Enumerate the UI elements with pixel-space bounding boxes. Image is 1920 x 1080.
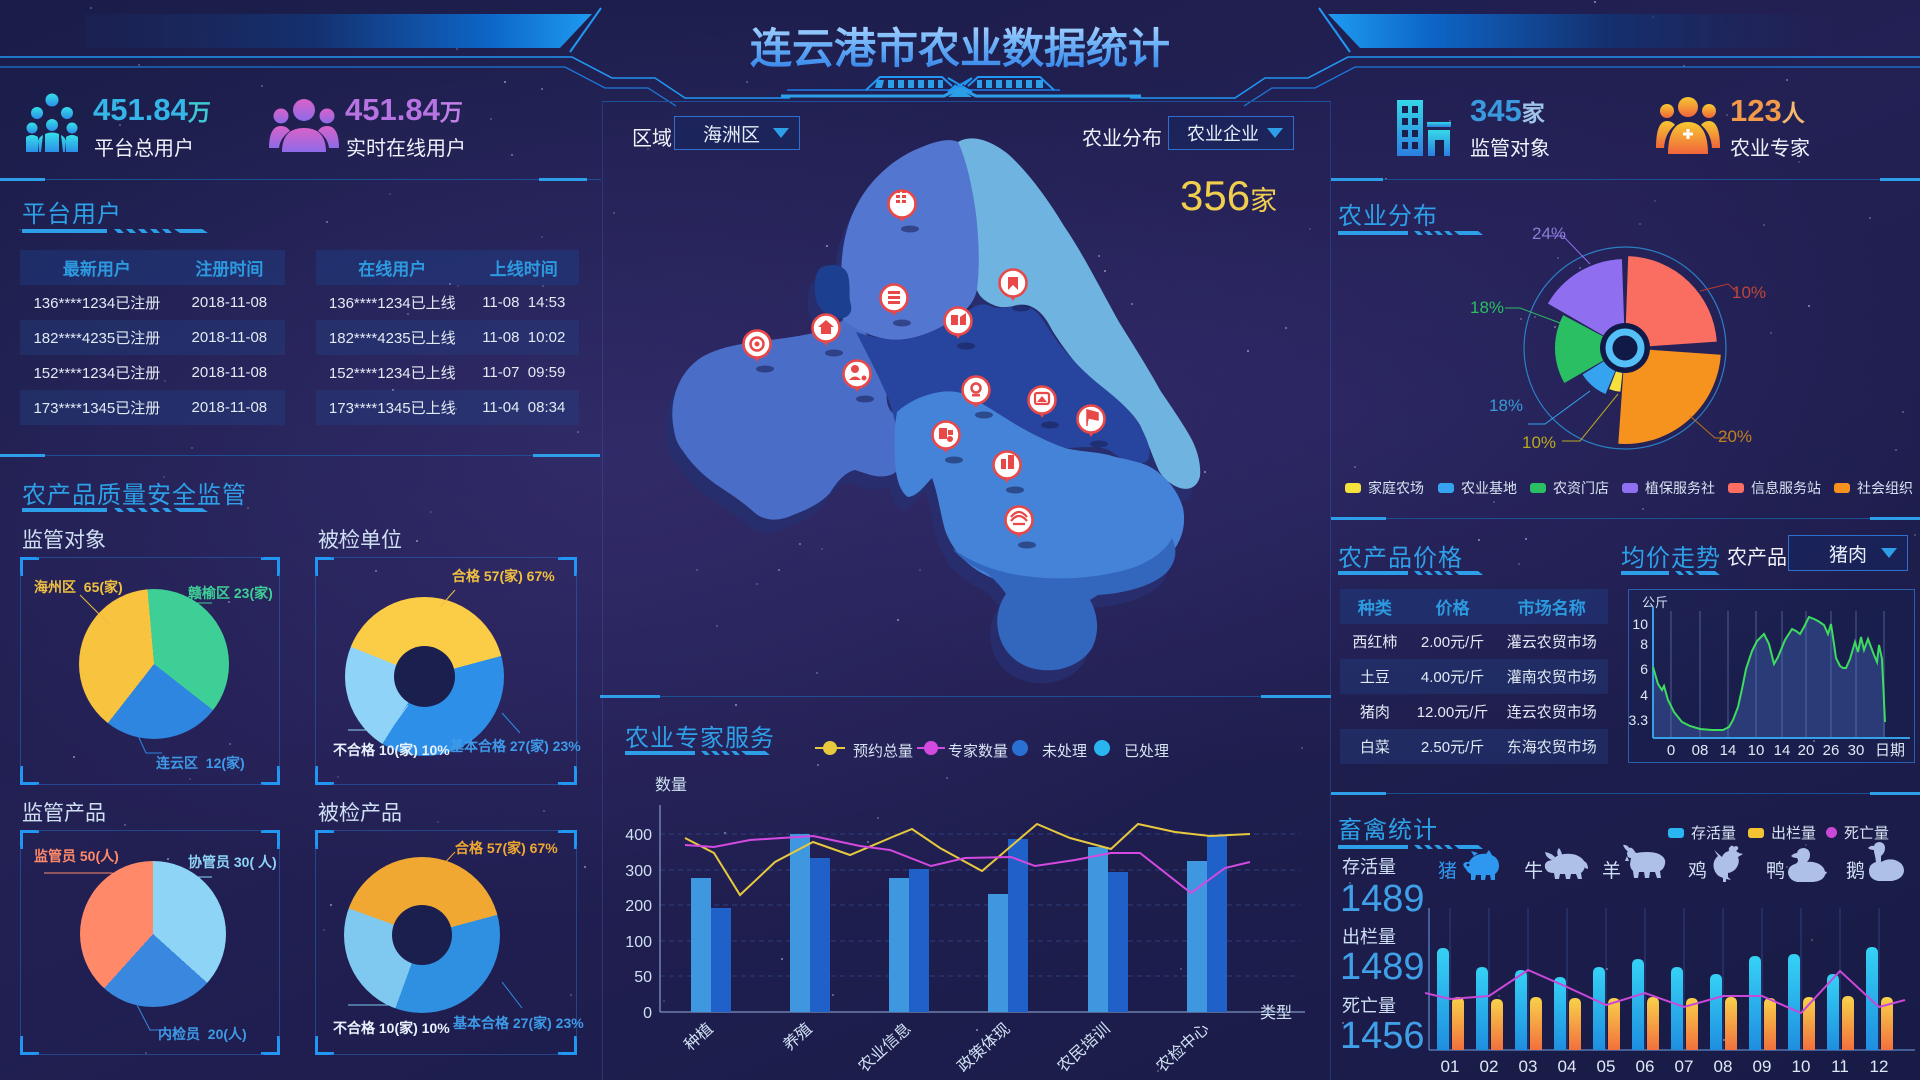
svg-text:03: 03: [1519, 1057, 1538, 1076]
svg-text:08: 08: [1714, 1057, 1733, 1076]
svg-text:10: 10: [1632, 616, 1648, 632]
svg-text:6: 6: [1640, 661, 1648, 677]
svg-text:200: 200: [625, 898, 652, 915]
svg-text:02: 02: [1480, 1057, 1499, 1076]
svg-text:8: 8: [1640, 636, 1648, 652]
svg-text:政策体现: 政策体现: [954, 1020, 1014, 1076]
svg-text:11: 11: [1831, 1057, 1849, 1076]
svg-text:种植: 种植: [681, 1020, 717, 1055]
svg-text:10: 10: [1748, 742, 1765, 759]
svg-text:400: 400: [625, 827, 652, 844]
svg-text:100: 100: [625, 934, 652, 951]
svg-text:养殖: 养殖: [780, 1020, 816, 1055]
svg-text:01: 01: [1441, 1057, 1460, 1076]
svg-text:300: 300: [625, 863, 652, 880]
svg-text:0: 0: [1667, 742, 1675, 759]
svg-text:06: 06: [1636, 1057, 1655, 1076]
svg-text:30: 30: [1848, 742, 1865, 759]
svg-text:类型: 类型: [1260, 1004, 1292, 1022]
svg-text:农业信息: 农业信息: [855, 1020, 915, 1076]
svg-text:公斤: 公斤: [1642, 595, 1668, 610]
svg-text:数量: 数量: [655, 776, 687, 794]
svg-text:3.3: 3.3: [1629, 712, 1649, 728]
svg-text:14: 14: [1720, 742, 1737, 759]
svg-text:日期: 日期: [1875, 742, 1905, 759]
svg-text:农民培训: 农民培训: [1054, 1020, 1114, 1076]
svg-text:农检中心: 农检中心: [1153, 1020, 1213, 1076]
svg-text:07: 07: [1675, 1057, 1694, 1076]
svg-text:26: 26: [1823, 742, 1840, 759]
svg-text:08: 08: [1692, 742, 1709, 759]
svg-text:09: 09: [1753, 1057, 1772, 1076]
svg-text:05: 05: [1597, 1057, 1616, 1076]
svg-text:20: 20: [1798, 742, 1815, 759]
svg-text:0: 0: [643, 1005, 652, 1022]
svg-text:50: 50: [634, 969, 652, 986]
svg-text:10: 10: [1792, 1057, 1811, 1076]
svg-text:12: 12: [1870, 1057, 1889, 1076]
svg-text:14: 14: [1774, 742, 1791, 759]
svg-text:4: 4: [1640, 687, 1648, 703]
svg-text:04: 04: [1558, 1057, 1577, 1076]
